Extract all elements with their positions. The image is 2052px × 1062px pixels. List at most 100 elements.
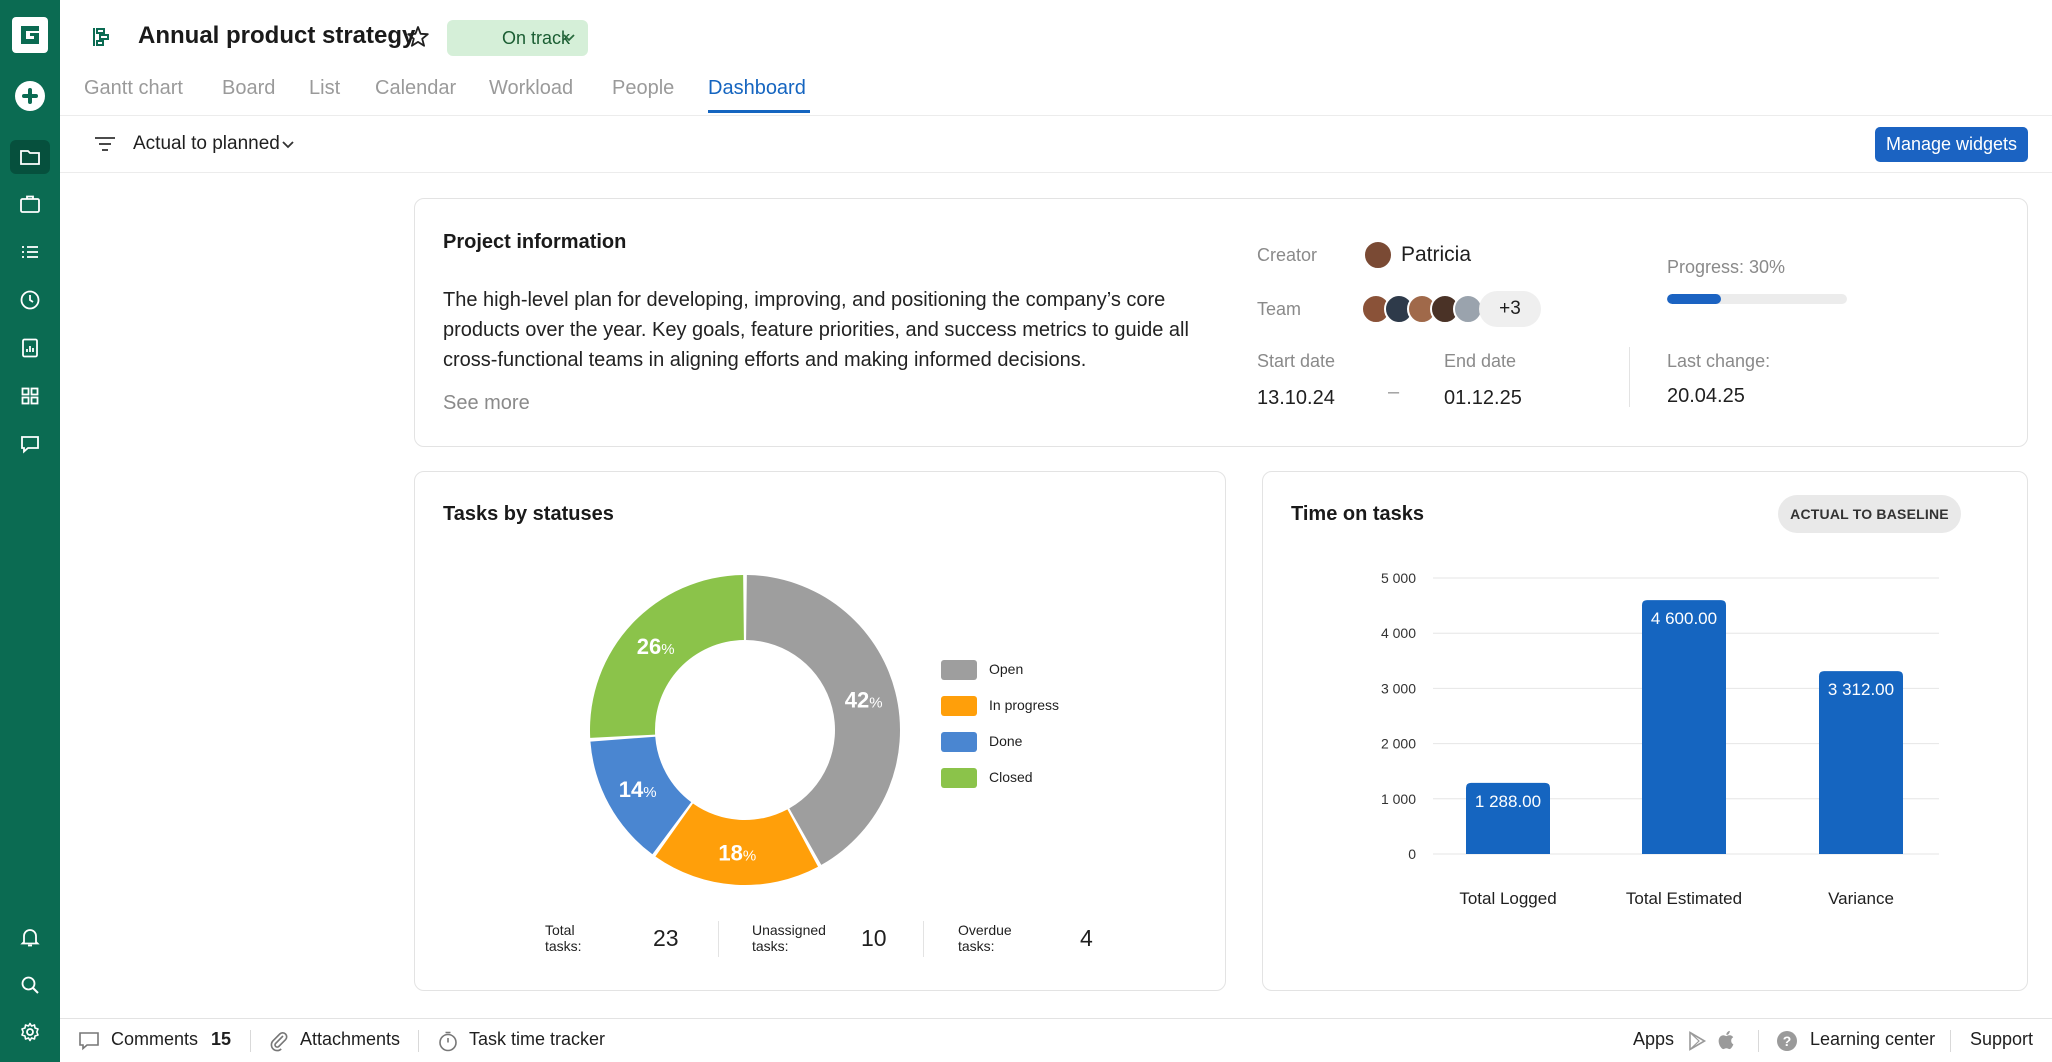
gear-icon <box>21 1022 39 1042</box>
tab-dashboard[interactable]: Dashboard <box>708 77 806 99</box>
unassigned-tasks-value: 10 <box>861 925 887 951</box>
last-change-value: 20.04.25 <box>1667 385 1745 407</box>
y-tick-label: 2 000 <box>1381 736 1416 752</box>
donut-slice-closed[interactable] <box>590 575 744 738</box>
start-date-label: Start date <box>1257 351 1336 371</box>
legend-item-open: Open <box>989 661 1024 677</box>
footer-separator <box>1950 1030 1951 1052</box>
briefcase-icon <box>20 195 40 213</box>
status-label: On track <box>502 28 571 48</box>
stats-divider <box>923 921 924 957</box>
project-info-title: Project information <box>443 231 627 253</box>
notifications-nav-button[interactable] <box>10 920 50 954</box>
bar-variance[interactable] <box>1819 671 1903 854</box>
donut-slice-in-progress[interactable] <box>655 803 819 885</box>
tasks-nav-button[interactable] <box>10 235 50 269</box>
donut-slice-open[interactable] <box>746 575 900 865</box>
create-new-button[interactable] <box>15 81 45 111</box>
y-tick-label: 3 000 <box>1381 680 1416 696</box>
search-nav-button[interactable] <box>10 968 50 1002</box>
y-tick-label: 5 000 <box>1381 572 1416 586</box>
chevron-down-icon <box>563 34 575 42</box>
avatar[interactable] <box>1453 294 1483 324</box>
tab-workload[interactable]: Workload <box>489 77 574 99</box>
apps-label[interactable]: Apps <box>1633 1029 1675 1049</box>
comment-icon[interactable] <box>78 1030 100 1052</box>
progress-label: Progress: 30% <box>1667 257 1786 277</box>
legend-swatch <box>941 768 977 788</box>
report-icon <box>22 338 38 358</box>
chat-icon <box>21 436 39 454</box>
tab-calendar[interactable]: Calendar <box>375 77 457 99</box>
portfolio-nav-button[interactable] <box>10 187 50 221</box>
x-category-label: Variance <box>1828 889 1894 908</box>
svg-text:?: ? <box>1783 1033 1792 1049</box>
stopwatch-icon[interactable] <box>437 1030 459 1052</box>
progress-fill <box>1667 294 1721 304</box>
bell-icon <box>20 929 40 947</box>
see-more-link[interactable]: See more <box>443 392 530 414</box>
donut-slice-done[interactable] <box>590 736 692 855</box>
project-description: The high-level plan for developing, impr… <box>443 289 1189 371</box>
footer-separator <box>1758 1030 1759 1052</box>
comments-button[interactable]: Comments <box>111 1029 199 1049</box>
google-play-icon[interactable] <box>1686 1030 1708 1052</box>
y-tick-label: 0 <box>1408 846 1416 862</box>
chat-nav-button[interactable] <box>10 427 50 461</box>
x-category-label: Total Estimated <box>1626 889 1742 908</box>
tab-list[interactable]: List <box>309 77 341 99</box>
bar-total-logged[interactable] <box>1466 782 1550 854</box>
stats-divider <box>718 921 719 957</box>
time-on-tasks-title: Time on tasks <box>1291 503 1425 525</box>
date-range-dash: – <box>1388 381 1400 403</box>
learning-center-link[interactable]: Learning center <box>1810 1029 1936 1049</box>
apple-icon[interactable] <box>1716 1029 1738 1051</box>
help-icon[interactable]: ? <box>1776 1030 1798 1052</box>
creator-name[interactable]: Patricia <box>1401 243 1472 266</box>
clock-icon <box>20 290 40 310</box>
settings-nav-button[interactable] <box>10 1015 50 1049</box>
bar-value-label: 3 312.00 <box>1828 680 1894 699</box>
bar-total-estimated[interactable] <box>1642 600 1726 854</box>
projects-nav-button[interactable] <box>10 140 50 174</box>
view-filter-dropdown[interactable]: Actual to planned <box>133 133 280 154</box>
app-logo-icon[interactable] <box>12 17 48 53</box>
chevron-down-icon[interactable] <box>281 139 295 151</box>
y-tick-label: 4 000 <box>1381 625 1416 641</box>
bar-value-label: 4 600.00 <box>1651 609 1717 628</box>
favorite-star-icon[interactable] <box>405 24 431 50</box>
grid-icon <box>21 387 39 405</box>
total-tasks-label: Total tasks: <box>545 922 582 954</box>
time-on-tasks-bar-chart: 0 1 000 2 000 3 000 4 000 5 000 1 288.00 Total … <box>1381 572 1939 908</box>
apps-nav-button[interactable] <box>10 379 50 413</box>
start-date-value: 13.10.24 <box>1257 387 1335 409</box>
tasks-donut-chart: 42%18%14%26% <box>590 575 900 885</box>
tab-gantt-chart[interactable]: Gantt chart <box>84 77 183 99</box>
filter-icon[interactable] <box>94 134 116 154</box>
actual-to-baseline-toggle[interactable]: ACTUAL TO BASELINE <box>1778 495 1961 533</box>
last-change-label: Last change: <box>1667 351 1771 371</box>
end-date-label: End date <box>1444 351 1517 371</box>
reports-nav-button[interactable] <box>10 331 50 365</box>
left-rail <box>0 0 60 1062</box>
task-time-tracker-button[interactable]: Task time tracker <box>469 1029 606 1049</box>
avatar[interactable] <box>1363 240 1393 270</box>
paperclip-icon[interactable] <box>268 1030 290 1052</box>
team-label: Team <box>1257 299 1302 319</box>
attachments-button[interactable]: Attachments <box>300 1029 401 1049</box>
tab-people[interactable]: People <box>612 77 675 99</box>
time-on-tasks-card: Time on tasks ACTUAL TO BASELINE 0 1 000 2… <box>1262 471 2028 991</box>
comments-count: 15 <box>211 1029 232 1049</box>
overdue-tasks-value: 4 <box>1080 925 1093 951</box>
time-nav-button[interactable] <box>10 283 50 317</box>
list-icon <box>22 246 38 258</box>
folder-icon <box>20 150 40 165</box>
status-dropdown[interactable]: On track <box>447 20 588 56</box>
manage-widgets-button[interactable]: Manage widgets <box>1875 127 2028 162</box>
tab-board[interactable]: Board <box>222 77 276 99</box>
search-icon <box>21 976 39 994</box>
team-more-button[interactable]: +3 <box>1479 291 1541 327</box>
legend-item-closed: Closed <box>989 769 1033 785</box>
support-link[interactable]: Support <box>1970 1029 2034 1049</box>
footer-bar: Comments 15 Attachments Task time tracke… <box>60 1019 2052 1062</box>
